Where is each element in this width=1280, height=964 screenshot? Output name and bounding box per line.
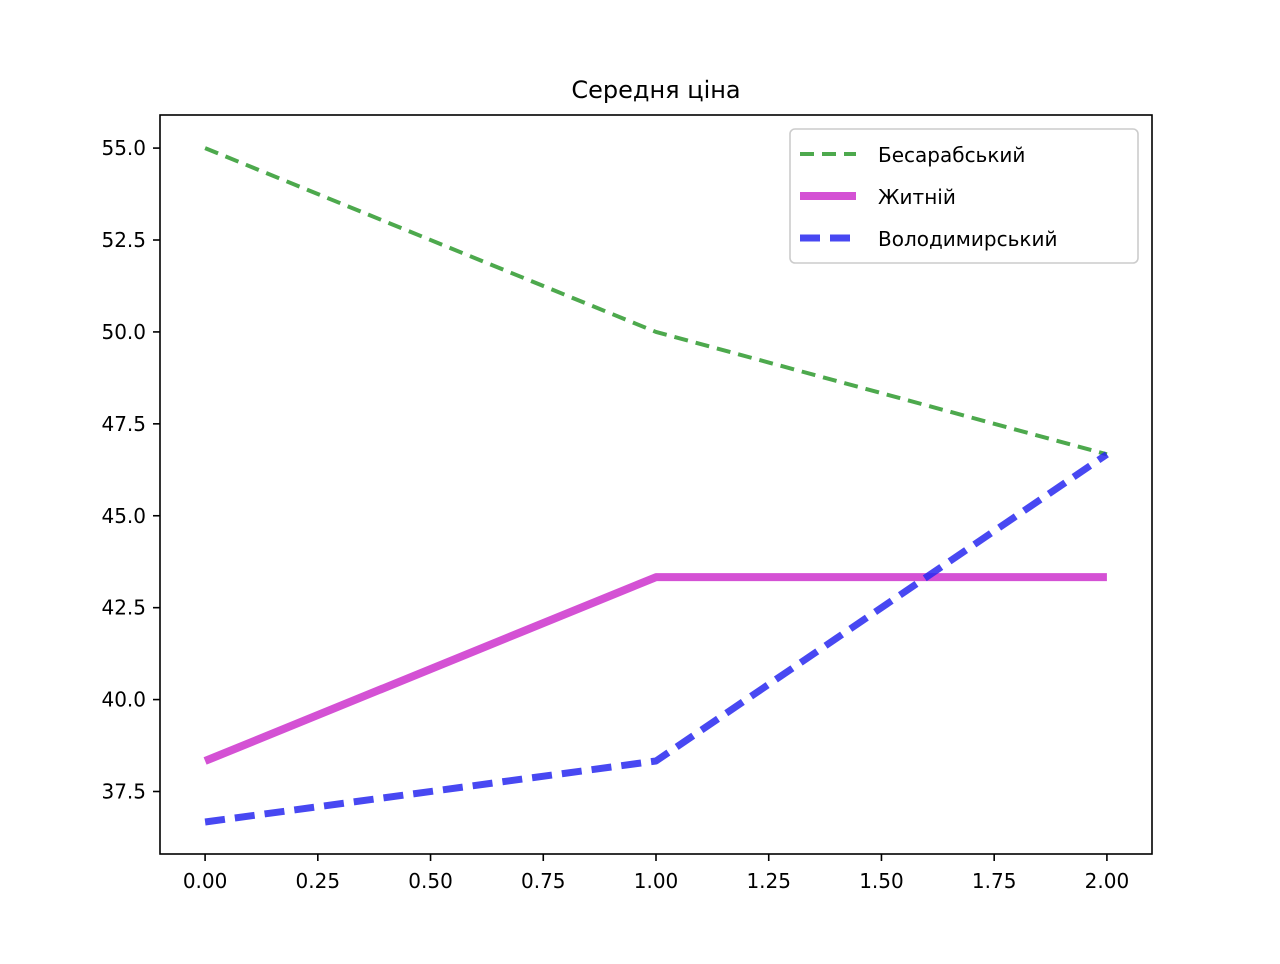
series-line-1: [204, 146, 1108, 457]
series-line-2: [203, 573, 1107, 765]
series-layer: [203, 146, 1109, 826]
y-tick-label: 47.5: [101, 412, 146, 436]
plot-frame: [159, 114, 1153, 855]
x-axis-ticks: 0.00 0.25 0.50 0.75 1.00 1.25 1.50 1.75 2.00: [183, 854, 1129, 893]
y-tick-label: 37.5: [101, 779, 146, 803]
x-tick-label: 0.00: [183, 869, 228, 893]
chart-title: Середня ціна: [571, 76, 740, 104]
x-tick-label: 0.75: [521, 869, 566, 893]
legend-box: [789, 128, 1139, 264]
y-tick-label: 40.0: [101, 688, 146, 712]
y-axis-ticks: 37.5 40.0 42.5 45.0 47.5 50.0 52.5 55.0: [101, 136, 160, 803]
x-tick-label: 1.50: [859, 869, 904, 893]
x-tick-label: 1.75: [972, 869, 1017, 893]
y-tick-label: 42.5: [101, 596, 146, 620]
legend-items: Бесарабський Житній Володимирський: [800, 143, 1057, 251]
series-line-3: [204, 451, 1109, 826]
legend-label-2: Житній: [878, 185, 956, 209]
x-tick-label: 1.25: [746, 869, 791, 893]
legend: Бесарабський Житній Володимирський: [789, 128, 1139, 264]
y-tick-label: 55.0: [101, 136, 146, 160]
legend-label-3: Володимирський: [878, 227, 1057, 251]
x-tick-label: 2.00: [1085, 869, 1130, 893]
x-tick-label: 0.50: [408, 869, 453, 893]
y-tick-label: 52.5: [101, 228, 146, 252]
y-tick-label: 45.0: [101, 504, 146, 528]
x-tick-label: 0.25: [296, 869, 341, 893]
x-tick-label: 1.00: [634, 869, 679, 893]
legend-label-1: Бесарабський: [878, 143, 1025, 167]
y-tick-label: 50.0: [101, 320, 146, 344]
